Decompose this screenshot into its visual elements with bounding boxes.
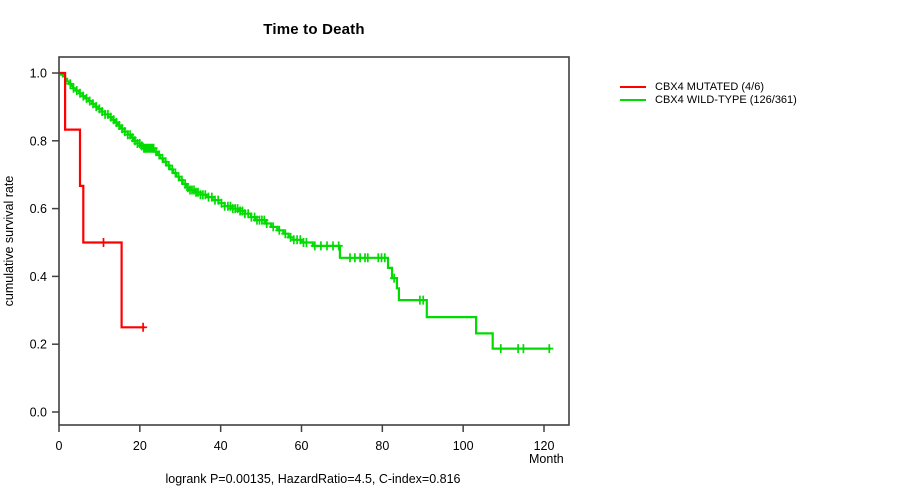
- x-tick-label: 80: [375, 439, 389, 453]
- y-tick-label: 0.8: [30, 134, 47, 148]
- plot-box: [58, 56, 570, 426]
- legend-label-mutated: CBX4 MUTATED (4/6): [655, 80, 764, 93]
- x-tick-label: 100: [453, 439, 474, 453]
- y-tick-label: 0.2: [30, 338, 47, 352]
- x-axis-title: Month: [529, 452, 564, 466]
- x-tick-label: 60: [295, 439, 309, 453]
- legend-label-wildtype: CBX4 WILD-TYPE (126/361): [655, 94, 797, 107]
- y-tick-label: 0.4: [30, 270, 47, 284]
- y-tick-label: 1.0: [30, 67, 47, 81]
- km-curve-wildtype: [59, 71, 551, 350]
- wildtype-line-swatch: [620, 99, 646, 102]
- legend-item-mutated: CBX4 MUTATED (4/6): [620, 80, 797, 94]
- y-axis-title: cumulative survival rate: [2, 175, 16, 307]
- page-title: Time to Death: [263, 21, 365, 38]
- legend: CBX4 MUTATED (4/6) CBX4 WILD-TYPE (126/3…: [620, 80, 797, 107]
- censor-marks-mutated: [99, 238, 148, 332]
- x-tick-label: 40: [214, 439, 228, 453]
- x-tick-label: 20: [133, 439, 147, 453]
- x-tick-label: 120: [534, 439, 555, 453]
- y-tick-label: 0.0: [30, 406, 47, 420]
- stats-caption: logrank P=0.00135, HazardRatio=4.5, C-in…: [165, 472, 461, 486]
- x-tick-label: 0: [56, 439, 63, 453]
- legend-item-wildtype: CBX4 WILD-TYPE (126/361): [620, 94, 797, 108]
- mutated-line-swatch: [620, 85, 646, 88]
- y-tick-label: 0.6: [30, 202, 47, 216]
- censor-marks-wildtype: [66, 79, 554, 354]
- km-curve-mutated: [59, 71, 145, 329]
